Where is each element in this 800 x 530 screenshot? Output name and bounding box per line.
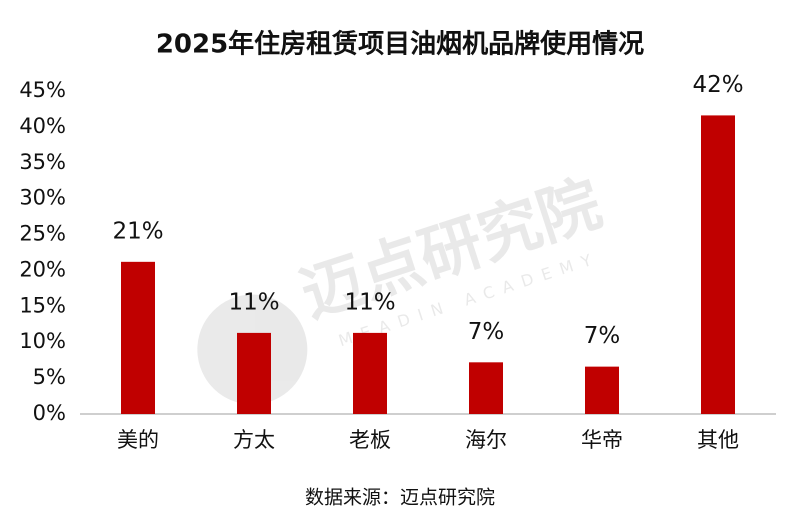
x-tick-label: 美的	[117, 428, 159, 452]
data-label: 11%	[344, 289, 395, 315]
y-tick-label: 30%	[19, 186, 66, 210]
data-label: 21%	[112, 218, 163, 244]
x-tick-label: 老板	[349, 428, 391, 452]
bar	[585, 366, 619, 414]
data-label: 42%	[692, 72, 743, 98]
x-tick-label: 海尔	[465, 428, 507, 452]
x-tick-label: 方太	[233, 428, 275, 452]
y-tick-label: 40%	[19, 114, 66, 138]
bar	[469, 362, 503, 414]
chart-title: 2025年住房租赁项目油烟机品牌使用情况	[156, 29, 644, 60]
y-tick-label: 45%	[19, 78, 66, 102]
x-tick-label: 其他	[697, 428, 739, 452]
data-label: 11%	[228, 289, 279, 315]
bar	[237, 332, 271, 414]
bar	[701, 115, 735, 414]
y-tick-label: 20%	[19, 257, 66, 281]
y-tick-label: 25%	[19, 222, 66, 246]
y-tick-label: 5%	[33, 365, 66, 389]
data-label: 7%	[468, 319, 505, 345]
bar	[121, 261, 155, 414]
x-tick-label: 华帝	[581, 428, 623, 452]
y-tick-label: 0%	[33, 401, 66, 425]
source-note: 数据来源：迈点研究院	[305, 487, 495, 509]
y-tick-label: 10%	[19, 329, 66, 353]
y-tick-label: 35%	[19, 150, 66, 174]
bar	[353, 332, 387, 414]
data-label: 7%	[584, 323, 621, 349]
y-tick-label: 15%	[19, 293, 66, 317]
